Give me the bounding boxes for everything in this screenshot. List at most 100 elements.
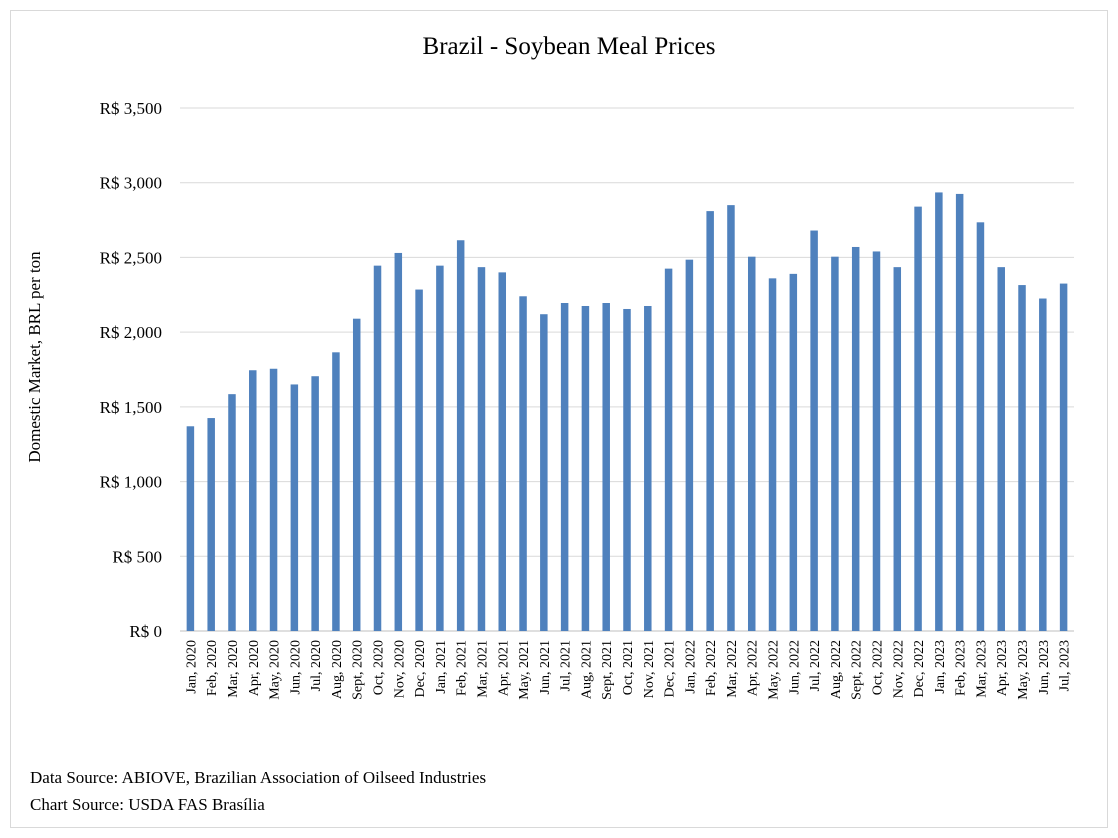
bar: [997, 267, 1005, 631]
bar: [373, 265, 382, 631]
x-tick-label: Apr, 2020: [247, 640, 262, 696]
bar: [747, 256, 756, 631]
bar: [249, 370, 257, 631]
x-tick-label: Dec, 2022: [912, 640, 927, 698]
data-source-note: Data Source: ABIOVE, Brazilian Associati…: [30, 768, 487, 787]
x-tick-label: Oct, 2021: [621, 640, 636, 695]
bar: [955, 193, 964, 631]
x-tick-label: Aug, 2022: [829, 640, 844, 699]
bar: [602, 303, 610, 631]
x-tick-label: Jan, 2021: [434, 640, 449, 694]
y-axis-label: Domestic Market, BRL per ton: [25, 251, 44, 463]
bar: [768, 278, 777, 631]
bar: [976, 222, 985, 631]
x-tick-label: Jul, 2022: [808, 640, 823, 691]
x-tick-label: May, 2020: [268, 640, 283, 700]
bar: [1018, 285, 1026, 631]
bar: [851, 246, 860, 631]
bar: [519, 296, 527, 631]
bar: [623, 308, 631, 631]
y-axis-ticks: R$ 0 R$ 500 R$ 1,000 R$ 1,500 R$ 2,000 R$ 2,5…: [100, 99, 162, 641]
y-tick-label: R$ 3,500: [100, 99, 162, 118]
bar: [1059, 283, 1068, 631]
x-tick-label: Jun, 2021: [538, 640, 553, 694]
bar: [352, 318, 361, 631]
grid: [180, 107, 1074, 632]
x-tick-label: Dec, 2020: [413, 640, 428, 698]
bar: [332, 352, 340, 631]
x-tick-label: Jan, 2022: [683, 640, 698, 694]
x-tick-label: Jul, 2020: [309, 640, 324, 691]
x-tick-label: Sept, 2022: [850, 640, 865, 700]
y-tick-label: R$ 2,000: [100, 323, 162, 342]
bar: [831, 256, 839, 631]
chart-frame: [10, 10, 1108, 828]
x-tick-label: May, 2022: [767, 640, 782, 700]
x-tick-label: Apr, 2021: [496, 640, 511, 696]
chart-title: Brazil - Soybean Meal Prices: [423, 33, 716, 60]
bar: [269, 368, 278, 631]
bar: [581, 305, 590, 631]
bars: [186, 192, 1068, 632]
bar: [498, 272, 507, 631]
x-tick-label: May, 2023: [1016, 640, 1031, 700]
y-tick-label: R$ 3,000: [100, 174, 162, 193]
bar: [415, 289, 423, 631]
bar: [644, 305, 652, 631]
y-tick-label: R$ 1,000: [100, 473, 162, 492]
y-tick-label: R$ 1,500: [100, 398, 162, 417]
bar: [540, 314, 548, 631]
x-tick-label: Mar, 2023: [974, 640, 989, 698]
x-tick-label: Jan, 2020: [184, 640, 199, 694]
x-tick-label: Feb, 2021: [455, 640, 470, 696]
bar: [935, 192, 943, 632]
x-tick-label: Apr, 2023: [995, 640, 1010, 696]
bar: [727, 205, 735, 631]
y-tick-label: R$ 2,500: [100, 248, 162, 267]
x-tick-label: Feb, 2023: [954, 640, 969, 696]
bar: [872, 251, 881, 632]
x-tick-label: Sept, 2021: [600, 640, 615, 700]
x-tick-label: Jun, 2022: [787, 640, 802, 694]
y-tick-label: R$ 500: [112, 547, 162, 566]
y-tick-label: R$ 0: [129, 622, 162, 641]
chart-source-note: Chart Source: USDA FAS Brasília: [30, 795, 265, 814]
x-tick-label: May, 2021: [517, 640, 532, 700]
bar: [810, 230, 818, 631]
bar: [207, 418, 215, 631]
bar: [914, 206, 922, 631]
x-tick-label: Jan, 2023: [933, 640, 948, 694]
bar: [789, 273, 798, 631]
bar: [456, 240, 465, 631]
bar: [394, 252, 403, 631]
bar: [290, 384, 299, 631]
bar: [685, 259, 694, 631]
x-tick-label: Jul, 2021: [559, 640, 574, 691]
x-tick-label: Jun, 2020: [288, 640, 303, 694]
bar: [186, 426, 195, 631]
x-tick-label: Jun, 2023: [1037, 640, 1052, 694]
bar: [560, 303, 569, 631]
x-tick-label: Feb, 2020: [205, 640, 220, 696]
x-tick-label: Jul, 2023: [1058, 640, 1073, 691]
bar: [311, 376, 319, 631]
x-tick-label: Nov, 2022: [891, 640, 906, 698]
x-tick-label: Nov, 2020: [392, 640, 407, 698]
bar: [664, 268, 673, 631]
x-tick-label: Oct, 2022: [870, 640, 885, 695]
x-tick-label: Mar, 2020: [226, 640, 241, 698]
x-tick-label: Oct, 2020: [372, 640, 387, 695]
x-tick-label: Mar, 2021: [475, 640, 490, 698]
x-tick-label: Apr, 2022: [746, 640, 761, 696]
x-tick-label: Nov, 2021: [642, 640, 657, 698]
bar: [706, 211, 714, 631]
bar: [477, 267, 486, 631]
x-tick-label: Sept, 2020: [351, 640, 366, 700]
x-tick-label: Mar, 2022: [725, 640, 740, 698]
bar: [893, 267, 902, 631]
x-tick-label: Aug, 2020: [330, 640, 345, 699]
x-tick-label: Dec, 2021: [663, 640, 678, 698]
x-axis-ticks: Jan, 2020 Feb, 2020 Mar, 2020 Apr, 2020 May,…: [184, 640, 1072, 700]
x-tick-label: Aug, 2021: [579, 640, 594, 699]
